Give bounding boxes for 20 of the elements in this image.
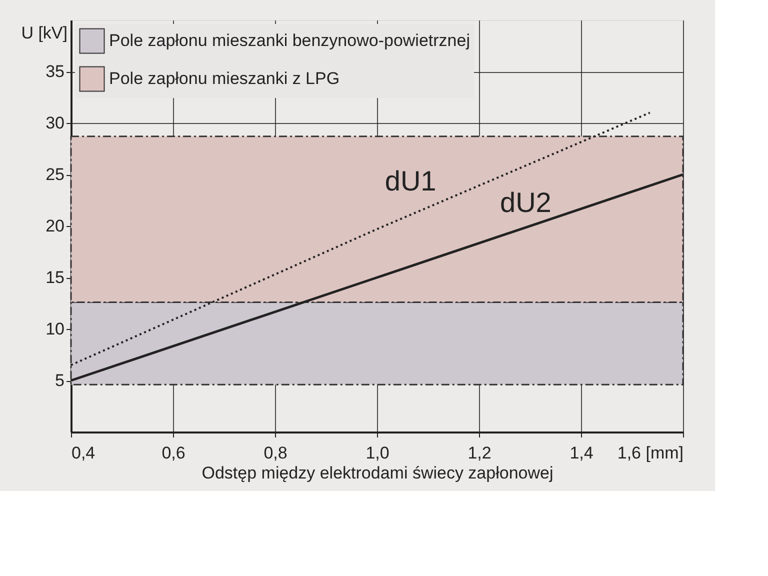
y-tick-label: 35: [46, 62, 64, 81]
x-tick-label: 1,6 [mm]: [617, 444, 684, 462]
y-tick-label: 15: [46, 268, 64, 287]
x-tick-label: 1,2: [468, 444, 492, 462]
x-tick-label: 1,0: [366, 444, 390, 462]
x-tick-label: 1,4: [570, 444, 594, 462]
series-label: dU1: [384, 166, 436, 197]
x-tick-label: 0,6: [162, 444, 186, 462]
y-axis-title: U [kV]: [21, 24, 68, 42]
legend-label: Pole zapłonu mieszanki z LPG: [109, 69, 340, 88]
y-tick-label: 25: [46, 165, 64, 184]
y-tick-label: 5: [55, 371, 64, 390]
series-label: dU2: [500, 187, 552, 218]
x-axis-title: Odstęp między elektrodami świecy zapłonowej: [202, 464, 554, 482]
y-tick-label: 20: [46, 216, 64, 236]
y-tick-label: 10: [46, 320, 64, 338]
legend-label: Pole zapłonu mieszanki benzynowo-powietrznej: [109, 31, 470, 50]
x-tick-label: 0,4: [72, 444, 96, 462]
y-tick-label: 30: [46, 114, 64, 132]
x-tick-label: 0,8: [264, 444, 288, 462]
